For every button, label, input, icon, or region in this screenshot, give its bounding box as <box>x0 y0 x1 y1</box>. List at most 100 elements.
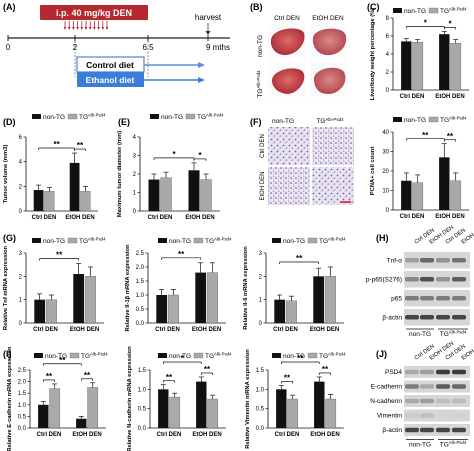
blot-group-tg-sup: Alb-Psd4 <box>449 440 467 445</box>
y-tick-label: 4 <box>133 135 137 141</box>
significance-stars: ** <box>178 250 185 259</box>
liver-photo-tg-ctrl <box>271 68 305 94</box>
blot-row-label: β-actin <box>382 314 402 321</box>
blot-group-nontg: non-TG <box>409 331 431 338</box>
y-tick-label: 0.0 <box>256 426 265 432</box>
blot-band <box>405 277 419 282</box>
blot-band <box>452 258 466 263</box>
blot-band <box>420 277 434 282</box>
y-tick-label: 0 <box>19 321 23 327</box>
y-tick-label: 1.0 <box>136 293 145 299</box>
bar-etoh-den-nontg <box>73 274 84 323</box>
blot-band <box>436 315 450 320</box>
bar-ctrl-den-tg <box>285 300 297 324</box>
bar-ctrl-den-tg <box>160 177 172 212</box>
legend-swatch-tg <box>193 237 204 244</box>
bar-ctrl-den-tg <box>412 42 424 91</box>
panel-label-f: (F) <box>250 117 262 127</box>
x-tick-label: Ctrl DEN <box>400 94 425 100</box>
bar-ctrl-den-nontg <box>401 180 412 210</box>
y-axis-label: Relative Vimentin mRNA expression <box>245 349 251 449</box>
legend-label-tg: TGAlb-Psd4 <box>197 113 224 122</box>
injection-arrow-head <box>105 27 109 30</box>
blot-band <box>436 427 450 433</box>
significance-stars: ** <box>59 356 66 365</box>
blot-band <box>436 398 450 404</box>
blot-band <box>405 398 419 404</box>
bar-ctrl-den-nontg <box>38 404 49 428</box>
panel-label-b: (B) <box>250 2 263 12</box>
blot-row-label: Tnf-α <box>387 257 403 264</box>
chart-c: non-TG TGAlb-Psd4 0 2 4 6 8 Liver/body weight p… <box>370 7 469 100</box>
y-axis-label: Relative Tnf mRNA expression <box>3 245 9 330</box>
y-tick-label: 2 <box>133 172 137 178</box>
bar-etoh-den-nontg <box>314 381 325 428</box>
y-tick-label: 2.5 <box>136 251 145 257</box>
legend-swatch-nontg <box>158 353 167 358</box>
y-tick-label: 1.5 <box>18 391 27 397</box>
y-tick-label: 1 <box>133 191 137 197</box>
y-tick-label: 4 <box>386 52 390 58</box>
bar-etoh-den-nontg <box>439 157 450 210</box>
legend: non-TG TGAlb-Psd4 <box>150 113 224 122</box>
legend-label-tg-sup: Alb-Psd4 <box>328 237 346 242</box>
blot-band <box>420 258 434 263</box>
y-tick-label: 0.5 <box>256 407 265 413</box>
legend-swatch-nontg <box>272 238 281 243</box>
legend-label-tg-sup: Alb-Psd4 <box>206 113 224 118</box>
x-tick-label: EtOH DEN <box>310 432 339 438</box>
x-tick-label: EtOH DEN <box>435 214 464 220</box>
y-tick-label: 6 <box>19 135 23 141</box>
bar-etoh-den-tg <box>324 276 336 324</box>
bar-etoh-den-nontg <box>76 418 87 428</box>
injection-arrow-head <box>88 27 92 30</box>
y-tick-label: 1 <box>259 298 263 304</box>
blot-band <box>452 398 466 404</box>
injection-arrow-head <box>67 27 71 30</box>
chart-g2: non-TG TGAlb-Psd4 0.0 0.5 1.0 1.5 2.0 2.5 Relati… <box>125 237 232 334</box>
significance-stars: ** <box>77 141 84 150</box>
significance-stars: ** <box>447 132 454 141</box>
blot-band <box>420 369 434 375</box>
injection-arrow-head <box>72 27 75 30</box>
panel-label-h: (H) <box>376 233 389 243</box>
y-axis-label: PCNA+ cell count <box>370 147 376 196</box>
y-axis-label: Relative Il-6 mRNA expression <box>243 246 249 330</box>
y-tick-label: 3 <box>133 154 137 160</box>
y-tick-label: 0 <box>386 88 390 94</box>
panel-label-d: (D) <box>3 117 16 127</box>
y-axis-label: Relative N-cadherin mRNA expression <box>127 346 133 451</box>
bar-etoh-den-tg <box>206 272 218 324</box>
y-tick-label: 2.0 <box>136 265 145 271</box>
legend: non-TG TGAlb-Psd4 <box>158 352 232 360</box>
legend-swatch-tg <box>428 7 439 14</box>
injection-arrow-head <box>76 27 79 30</box>
blot-row-label: p-p65(S276) <box>366 276 402 283</box>
x-tick-label: EtOH DEN <box>72 432 101 438</box>
y-tick-label: 1.0 <box>138 387 147 393</box>
histo-image-nontg-ctrl <box>268 127 310 165</box>
legend: non-TG TGAlb-Psd4 <box>158 237 232 246</box>
legend-label-tg: TGAlb-Psd4 <box>205 237 232 246</box>
bar-ctrl-den-tg <box>412 182 424 211</box>
x-tick-label: Ctrl DEN <box>32 215 57 221</box>
bar-etoh-den-tg <box>450 43 462 91</box>
significance-stars: ** <box>284 374 291 383</box>
panel-a-timeline: (A) i.p. 40 mg/kg DEN harvest 0 2 6.5 9 … <box>3 2 230 87</box>
bar-etoh-den-nontg <box>188 170 200 211</box>
legend-swatch-tg <box>67 113 78 120</box>
ethanol-diet-label: Ethanol diet <box>86 75 135 85</box>
y-tick-label: 2.0 <box>18 380 27 386</box>
histo-row-etoh: EtOH DEN <box>260 171 266 200</box>
histo-col-tg: TGAlb-Psd4 <box>316 117 344 125</box>
legend-label-tg: TGAlb-Psd4 <box>440 7 467 16</box>
legend-label-nontg: non-TG <box>45 353 67 360</box>
blot-band <box>436 277 450 282</box>
liver-photo-nontg-ctrl <box>270 28 305 55</box>
legend-swatch-tg <box>69 352 80 359</box>
blot-band <box>405 315 419 320</box>
photo-row-nontg: non-TG <box>257 35 264 57</box>
bar-ctrl-den-nontg <box>156 295 167 323</box>
bar-etoh-den-nontg <box>69 162 80 211</box>
y-tick-label: 1.5 <box>136 279 145 285</box>
